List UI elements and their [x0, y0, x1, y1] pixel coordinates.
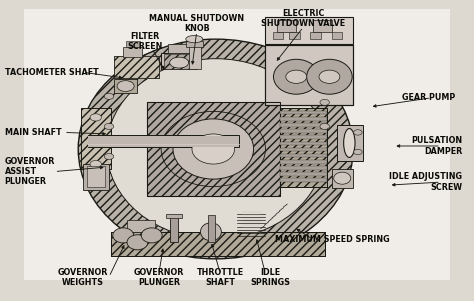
Ellipse shape [104, 123, 114, 129]
Bar [186, 41, 203, 47]
Bar [147, 102, 280, 196]
Bar [280, 160, 327, 164]
Bar [280, 172, 327, 176]
Text: GOVERNOR
PLUNGER: GOVERNOR PLUNGER [134, 268, 184, 287]
Bar [337, 125, 363, 161]
Ellipse shape [344, 129, 355, 157]
Ellipse shape [104, 93, 114, 99]
Bar [114, 79, 137, 93]
Bar [277, 20, 296, 32]
Bar [265, 17, 353, 44]
Bar [280, 108, 327, 187]
Ellipse shape [307, 59, 352, 94]
Bar [161, 53, 197, 69]
Bar [280, 123, 327, 127]
Ellipse shape [107, 59, 325, 239]
Bar [280, 111, 327, 114]
Text: MAXIMUM SPEED SPRING: MAXIMUM SPEED SPRING [275, 235, 390, 244]
Bar [265, 45, 353, 105]
Bar [83, 164, 109, 190]
Ellipse shape [113, 228, 134, 243]
Bar [126, 41, 140, 47]
Bar [168, 44, 190, 53]
Ellipse shape [320, 123, 329, 129]
Bar [266, 46, 352, 105]
Bar [332, 32, 342, 39]
Ellipse shape [201, 223, 221, 241]
Text: GOVERNOR
WEIGHTS: GOVERNOR WEIGHTS [58, 268, 108, 287]
Ellipse shape [90, 114, 101, 121]
Text: THROTTLE
SHAFT: THROTTLE SHAFT [197, 268, 244, 287]
Bar [273, 32, 283, 39]
Bar [280, 178, 327, 182]
Bar [127, 220, 155, 232]
Bar [114, 56, 159, 78]
Bar [280, 148, 327, 151]
Ellipse shape [273, 59, 319, 94]
Bar [289, 32, 300, 39]
Bar [280, 166, 327, 170]
Ellipse shape [192, 134, 235, 164]
Ellipse shape [78, 39, 353, 259]
Bar [114, 56, 159, 78]
Text: GOVERNOR
ASSIST
PLUNGER: GOVERNOR ASSIST PLUNGER [5, 157, 55, 187]
Bar [332, 169, 353, 188]
Text: GEAR PUMP: GEAR PUMP [402, 93, 455, 102]
Ellipse shape [173, 119, 254, 179]
Bar [265, 45, 353, 105]
Text: FILTER
SCREEN: FILTER SCREEN [127, 32, 162, 51]
Text: IDLE ADJUSTING
SCREW: IDLE ADJUSTING SCREW [389, 172, 462, 192]
Bar [280, 117, 327, 120]
Bar [280, 108, 327, 187]
Ellipse shape [320, 99, 329, 105]
Bar [88, 135, 239, 147]
Bar [123, 47, 142, 57]
Ellipse shape [286, 70, 307, 83]
Text: TACHOMETER SHAFT: TACHOMETER SHAFT [5, 68, 99, 77]
Bar [280, 129, 327, 133]
Bar [313, 20, 332, 32]
Ellipse shape [319, 70, 340, 83]
Bar [81, 108, 111, 169]
Bar [280, 141, 327, 145]
Bar [164, 54, 194, 69]
Bar [81, 108, 111, 169]
Ellipse shape [127, 235, 148, 250]
Ellipse shape [90, 160, 101, 168]
Text: PULSATION
DAMPER: PULSATION DAMPER [411, 136, 462, 156]
Ellipse shape [104, 154, 114, 160]
Ellipse shape [334, 172, 351, 184]
Bar [310, 32, 321, 39]
Bar [147, 102, 280, 196]
Bar [87, 166, 105, 187]
Ellipse shape [170, 57, 189, 68]
Ellipse shape [354, 149, 362, 155]
Bar [111, 232, 325, 256]
Bar [170, 217, 178, 242]
Text: MAIN SHAFT: MAIN SHAFT [5, 128, 61, 137]
Ellipse shape [186, 36, 203, 43]
Ellipse shape [354, 130, 362, 135]
Bar [111, 232, 325, 256]
Bar [189, 45, 201, 69]
Ellipse shape [117, 81, 134, 92]
Bar [280, 135, 327, 139]
Ellipse shape [141, 228, 162, 243]
Bar [208, 215, 215, 242]
Text: MANUAL SHUTDOWN
KNOB: MANUAL SHUTDOWN KNOB [149, 14, 244, 33]
Bar [88, 136, 239, 147]
Ellipse shape [90, 138, 101, 145]
Bar [280, 154, 327, 157]
Text: IDLE
SPRINGS: IDLE SPRINGS [250, 268, 290, 287]
Bar [166, 214, 182, 218]
Text: ELECTRIC
SHUTDOWN VALVE: ELECTRIC SHUTDOWN VALVE [261, 9, 346, 28]
